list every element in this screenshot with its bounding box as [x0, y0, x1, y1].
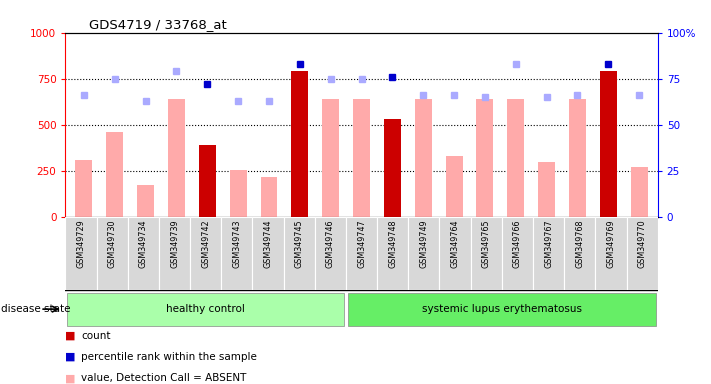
- Text: count: count: [81, 331, 110, 341]
- Text: GSM349770: GSM349770: [638, 219, 646, 268]
- Text: GSM349729: GSM349729: [77, 219, 85, 268]
- Text: GSM349768: GSM349768: [575, 219, 584, 268]
- Bar: [137, 185, 154, 217]
- Bar: [348, 293, 656, 326]
- Bar: [600, 71, 617, 217]
- Text: disease state: disease state: [1, 304, 70, 314]
- Text: GDS4719 / 33768_at: GDS4719 / 33768_at: [89, 18, 227, 31]
- Text: GSM349769: GSM349769: [606, 219, 616, 268]
- Bar: [569, 99, 586, 217]
- Bar: [322, 99, 339, 217]
- Bar: [75, 160, 92, 217]
- Bar: [97, 217, 128, 290]
- Bar: [564, 217, 595, 290]
- Text: GSM349766: GSM349766: [513, 219, 522, 268]
- Text: GSM349749: GSM349749: [419, 219, 429, 268]
- Text: GSM349746: GSM349746: [326, 219, 335, 268]
- Bar: [65, 217, 97, 290]
- Bar: [384, 119, 401, 217]
- Text: value, Detection Call = ABSENT: value, Detection Call = ABSENT: [81, 373, 247, 383]
- Bar: [128, 217, 159, 290]
- Text: GSM349764: GSM349764: [451, 219, 459, 268]
- Text: ■: ■: [65, 352, 76, 362]
- Bar: [538, 162, 555, 217]
- Bar: [159, 217, 190, 290]
- Text: GSM349745: GSM349745: [294, 219, 304, 268]
- Bar: [106, 132, 123, 217]
- Text: GSM349742: GSM349742: [201, 219, 210, 268]
- Bar: [292, 71, 309, 217]
- Bar: [315, 217, 346, 290]
- Bar: [377, 217, 408, 290]
- Text: GSM349730: GSM349730: [107, 219, 117, 268]
- Bar: [533, 217, 564, 290]
- Bar: [199, 145, 216, 217]
- Text: GSM349743: GSM349743: [232, 219, 241, 268]
- Bar: [415, 99, 432, 217]
- Text: GSM349765: GSM349765: [482, 219, 491, 268]
- Bar: [595, 217, 626, 290]
- Bar: [284, 217, 315, 290]
- Bar: [626, 217, 658, 290]
- Text: GSM349767: GSM349767: [544, 219, 553, 268]
- Text: GSM349734: GSM349734: [139, 219, 148, 268]
- Text: systemic lupus erythematosus: systemic lupus erythematosus: [422, 304, 582, 314]
- Text: GSM349748: GSM349748: [388, 219, 397, 268]
- Text: GSM349747: GSM349747: [357, 219, 366, 268]
- Bar: [230, 170, 247, 217]
- Bar: [190, 217, 221, 290]
- Bar: [252, 217, 284, 290]
- Bar: [502, 217, 533, 290]
- Text: ■: ■: [65, 373, 76, 383]
- Bar: [67, 293, 344, 326]
- Text: percentile rank within the sample: percentile rank within the sample: [81, 352, 257, 362]
- Bar: [446, 156, 463, 217]
- Text: ■: ■: [65, 331, 76, 341]
- Bar: [346, 217, 377, 290]
- Bar: [260, 177, 277, 217]
- Text: GSM349744: GSM349744: [264, 219, 272, 268]
- Bar: [476, 99, 493, 217]
- Bar: [221, 217, 252, 290]
- Bar: [631, 167, 648, 217]
- Bar: [439, 217, 471, 290]
- Text: healthy control: healthy control: [166, 304, 245, 314]
- Bar: [168, 99, 185, 217]
- Text: GSM349739: GSM349739: [170, 219, 179, 268]
- Bar: [471, 217, 502, 290]
- Bar: [353, 99, 370, 217]
- Bar: [408, 217, 439, 290]
- Bar: [507, 99, 524, 217]
